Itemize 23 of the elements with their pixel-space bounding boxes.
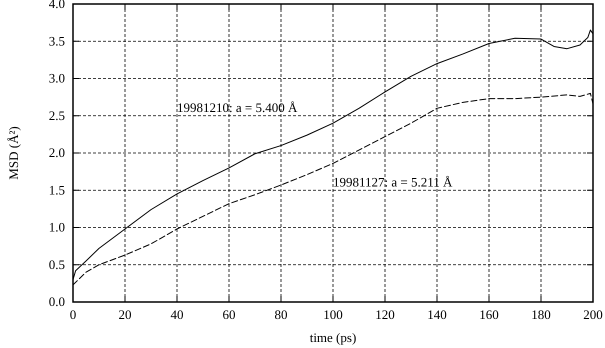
series-label: 19981127: a = 5.211 Å <box>333 174 453 190</box>
x-tick-label: 20 <box>118 307 132 322</box>
x-tick-label: 120 <box>375 307 395 322</box>
x-tick-label: 40 <box>170 307 184 322</box>
x-tick-label: 60 <box>222 307 236 322</box>
y-tick-label: 0.5 <box>48 256 65 272</box>
y-tick-label: 3.0 <box>48 70 65 86</box>
y-tick-label: 2.0 <box>48 145 65 160</box>
y-tick-label: 1.0 <box>48 220 65 235</box>
x-tick-label: 0 <box>70 307 76 322</box>
series-label: 19981210: a = 5.400 Å <box>177 100 298 116</box>
x-tick-label: 140 <box>427 307 447 322</box>
x-tick-label: 80 <box>274 307 288 322</box>
y-tick-label: 3.5 <box>48 33 65 48</box>
x-tick-label: 160 <box>479 307 499 322</box>
y-axis-title: MSD (Å²) <box>6 126 21 180</box>
x-axis-title: time (ps) <box>310 330 356 345</box>
x-tick-label: 180 <box>531 307 551 322</box>
y-tick-label: 2.5 <box>48 108 65 123</box>
y-tick-label: 0.0 <box>48 294 65 310</box>
y-tick-label: 1.5 <box>48 182 65 198</box>
x-tick-label: 200 <box>583 307 603 322</box>
x-tick-label: 100 <box>323 307 343 322</box>
